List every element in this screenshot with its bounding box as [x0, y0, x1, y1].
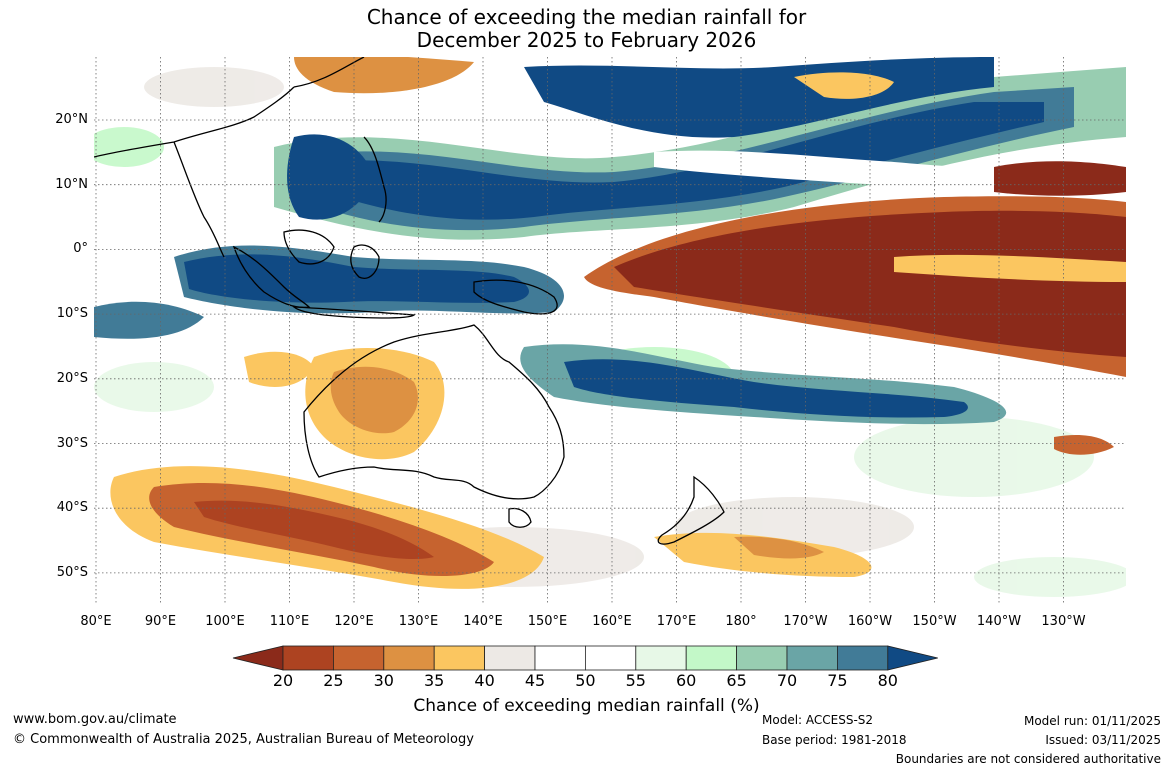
copyright-text: © Commonwealth of Australia 2025, Austra…	[13, 732, 474, 747]
lon-label: 90°E	[144, 614, 177, 629]
colorbar-tick-label: 45	[524, 671, 546, 690]
lon-label: 160°E	[592, 614, 632, 629]
colorbar-segment	[534, 645, 586, 671]
lat-label: 20°S	[56, 370, 88, 386]
colorbar-segment	[484, 645, 536, 671]
colorbar-segment	[584, 645, 637, 671]
lon-label: 140°E	[463, 614, 503, 629]
colorbar-segment	[736, 645, 788, 671]
colorbar-segment	[282, 645, 334, 671]
lon-label: 140°W	[976, 614, 1022, 629]
lon-label: 170°E	[656, 614, 697, 629]
colorbar-tick-label: 60	[676, 671, 697, 690]
lat-label: 50°S	[56, 564, 88, 580]
colorbar-tick-label: 20	[272, 671, 294, 690]
lat-label: 40°S	[56, 500, 88, 516]
model-run-date: Model run: 01/11/2025	[1023, 714, 1161, 728]
lon-label: 100°E	[205, 614, 245, 629]
colorbar-extend-high	[887, 645, 938, 671]
lon-label: 150°W	[912, 614, 957, 629]
colorbar-segment	[786, 645, 838, 671]
lat-label: 10°S	[56, 306, 88, 322]
lon-label: 160°W	[847, 614, 893, 629]
colorbar-tick-label: 40	[474, 671, 495, 690]
colorbar-tick-label: 65	[726, 671, 747, 690]
colorbar-tick-label: 70	[776, 671, 798, 690]
colorbar-segment	[837, 645, 889, 671]
lon-label: 110°E	[269, 614, 310, 629]
lat-label: 20°N	[55, 112, 88, 127]
colorbar-tick-label: 50	[575, 671, 596, 690]
colorbar-segment	[433, 645, 485, 671]
issued-date: Issued: 03/11/2025	[1045, 733, 1161, 747]
lon-label: 180°	[725, 614, 757, 629]
colorbar-tick-label: 75	[827, 671, 848, 690]
colorbar-segment	[333, 645, 385, 671]
website-link[interactable]: www.bom.gov.au/climate	[13, 712, 177, 727]
lat-label: 10°N	[55, 176, 88, 192]
colorbar-segment	[685, 645, 738, 671]
colorbar-tick-label: 35	[424, 671, 445, 690]
lon-label: 150°E	[527, 614, 568, 629]
colorbar-tick-label: 55	[625, 671, 646, 690]
lon-label: 80°E	[80, 614, 112, 629]
disclaimer-text: Boundaries are not considered authoritat…	[895, 752, 1161, 766]
colorbar-extend-low	[232, 645, 284, 671]
colorbar-segment	[635, 645, 687, 671]
lon-label: 170°W	[783, 614, 828, 629]
map-title-line2: December 2025 to February 2026	[416, 28, 757, 52]
colorbar-tick-label: 25	[323, 671, 344, 690]
lat-label: 0°	[73, 241, 88, 257]
lon-label: 120°E	[334, 614, 374, 629]
lat-label: 30°S	[56, 435, 88, 451]
colorbar-tick-label: 30	[373, 671, 394, 690]
colorbar-label: Chance of exceeding median rainfall (%)	[413, 696, 760, 716]
lon-label: 130°E	[398, 614, 439, 629]
colorbar-segment	[383, 645, 435, 671]
model-name: Model: ACCESS-S2	[762, 713, 874, 727]
base-period: Base period: 1981-2018	[762, 733, 907, 747]
map-title-line1: Chance of exceeding the median rainfall …	[366, 5, 807, 29]
colorbar-tick-label: 80	[877, 671, 898, 690]
lon-label: 130°W	[1041, 614, 1086, 629]
rainfall-map	[94, 57, 1126, 605]
colorbar	[232, 645, 938, 671]
